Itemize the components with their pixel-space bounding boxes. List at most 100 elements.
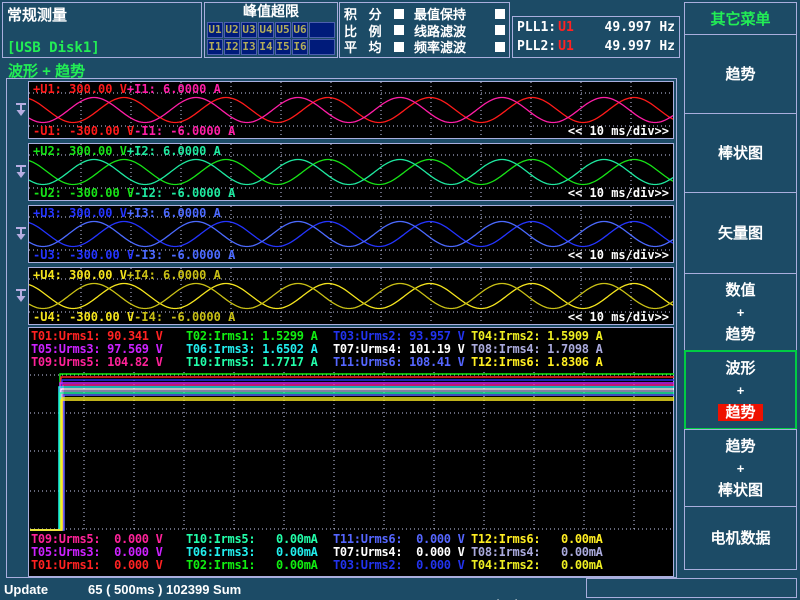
time-per-div-label: << 10 ms/div>> xyxy=(567,248,669,262)
plus-icon: + xyxy=(736,460,745,476)
toggle-average-checkbox[interactable] xyxy=(394,41,404,52)
waveform-grid xyxy=(29,82,673,138)
waveform-grid xyxy=(29,268,673,324)
toggle-ratio-label: 比 例 xyxy=(344,23,382,39)
peak-cell-u4[interactable]: U4 xyxy=(258,22,274,38)
pll2-source: U1 xyxy=(558,39,574,54)
toggle-average-label: 平 均 xyxy=(344,40,382,55)
peak-cell-u3[interactable]: U3 xyxy=(241,22,257,38)
time-text: 10:32:49 xyxy=(539,597,591,600)
voltage-scale-plus: +U4: 300.00 V xyxy=(33,268,127,282)
current-scale-plus: +I2: 6.0000 A xyxy=(126,144,221,158)
toggle-integration[interactable]: 积 分 xyxy=(344,6,404,22)
trend-value-start-t11: T11:Urms6: 0.000 V xyxy=(333,532,465,546)
toggle-average[interactable]: 平 均 xyxy=(344,39,404,55)
trend-value-start-t07: T07:Urms4: 0.000 V xyxy=(333,545,465,559)
mode-title: 常规测量 xyxy=(7,7,68,24)
sidebar-items: 趋势 棒状图 矢量图 数值 + 趋势 波形 + 趋势 趋势 + 棒状图 电机数据 xyxy=(684,34,797,570)
plus-icon: + xyxy=(736,304,745,320)
trend-start-values: T09:Urms5: 0.000 V T10:Irms5: 0.00mA T11:U… xyxy=(31,533,671,572)
pll1-source: U1 xyxy=(558,20,574,35)
peak-current-row: I1 I2 I3 I4 I5 I6 xyxy=(207,39,335,55)
current-scale-minus: -I1: -6.0000 A xyxy=(134,124,236,138)
toggle-integration-checkbox[interactable] xyxy=(394,8,404,19)
scale-label-bottom: -U1: -300.00 V-I1: -6.0000 A xyxy=(33,125,235,137)
trend-present-values: T01:Urms1: 90.341 V T02:Irms1: 1.5299 A T0… xyxy=(31,330,671,369)
peak-cell-i4[interactable]: I4 xyxy=(258,39,274,55)
voltage-scale-plus: +U2: 300.00 V xyxy=(33,144,127,158)
scale-label-bottom: -U4: -300.00 V-I4: -6.0000 A xyxy=(33,311,235,323)
peak-cell-u5[interactable]: U5 xyxy=(275,22,291,38)
current-scale-plus: +I1: 6.0000 A xyxy=(126,82,221,96)
sidebar-item-numeric-plus-trend[interactable]: 数值 + 趋势 xyxy=(684,273,797,351)
sidebar-item-label: 数值 xyxy=(725,281,756,299)
toggle-ratio-checkbox[interactable] xyxy=(394,25,404,35)
sidebar-item-wave-plus-trend[interactable]: 波形 + 趋势 xyxy=(684,350,797,430)
sidebar-item-label: 电机数据 xyxy=(710,529,771,547)
trend-value-now-t06: T06:Irms3: 1.6502 A xyxy=(186,342,318,356)
toggle-freq-filter-checkbox[interactable] xyxy=(495,41,505,52)
peak-cell-i6[interactable]: I6 xyxy=(292,39,308,55)
trend-value-start-t12: T12:Irms6: 0.00mA xyxy=(471,532,603,546)
toggle-integration-label: 积 分 xyxy=(344,7,382,22)
plus-icon: + xyxy=(736,382,745,398)
sidebar-item-trend-plus-bar[interactable]: 趋势 + 棒状图 xyxy=(684,429,797,507)
sidebar-item-trend[interactable]: 趋势 xyxy=(684,34,797,114)
sidebar-item-label: 趋势 xyxy=(725,65,756,83)
update-counter: 65 ( 500ms ) 102399 Sum xyxy=(88,582,242,597)
toggle-max-hold[interactable]: 最值保持 xyxy=(414,6,505,22)
trend-value-start-t09: T09:Urms5: 0.000 V xyxy=(31,532,163,546)
toggles-column-2: 最值保持 线路滤波 频率滤波 xyxy=(414,6,505,55)
toggle-line-filter-label: 线路滤波 xyxy=(414,23,467,39)
scale-label-top: +U1: 300.00 V+I1: 6.0000 A xyxy=(33,83,221,95)
waveform-panel-3: +U3: 300.00 V+I3: 6.0000 A -U3: -300.00 V… xyxy=(28,205,674,263)
zero-marker-arrow-icon xyxy=(16,289,26,302)
scale-label-top: +U2: 300.00 V+I2: 6.0000 A xyxy=(33,145,221,157)
trend-value-now-t04: T04:Irms2: 1.5909 A xyxy=(471,329,603,343)
usb-disk-label: [USB Disk1] xyxy=(7,40,100,56)
trend-chart xyxy=(30,372,674,532)
trend-value-start-t01: T01:Urms1: 0.000 V xyxy=(31,558,163,572)
trend-value-start-t04: T04:Irms2: 0.00mA xyxy=(471,558,603,572)
peak-cell-i1[interactable]: I1 xyxy=(207,39,223,55)
sidebar-item-label: 波形 xyxy=(725,359,756,377)
sidebar-item-label: 趋势 xyxy=(725,325,756,343)
current-scale-minus: -I4: -6.0000 A xyxy=(134,310,236,324)
toggle-max-hold-checkbox[interactable] xyxy=(495,8,505,19)
waveform-traces xyxy=(29,96,673,124)
peak-cell-u1[interactable]: U1 xyxy=(207,22,223,38)
toggle-line-filter-checkbox[interactable] xyxy=(495,25,505,35)
pll2-label: PLL2: xyxy=(517,39,557,54)
peak-cell-i3[interactable]: I3 xyxy=(241,39,257,55)
peak-cell-i2[interactable]: I2 xyxy=(224,39,240,55)
waveform-panel-4: +U4: 300.00 V+I4: 6.0000 A -U4: -300.00 V… xyxy=(28,267,674,325)
waveform-traces xyxy=(29,220,673,248)
peak-cell-i5[interactable]: I5 xyxy=(275,39,291,55)
peak-cell-u6[interactable]: U6 xyxy=(292,22,308,38)
sidebar-item-bar-chart[interactable]: 棒状图 xyxy=(684,113,797,193)
toggle-freq-filter[interactable]: 频率滤波 xyxy=(414,39,505,55)
trend-value-now-t02: T02:Irms1: 1.5299 A xyxy=(186,329,318,343)
sidebar-item-label: 趋势 xyxy=(725,437,756,455)
sidebar-item-label: 矢量图 xyxy=(717,224,763,242)
time-per-div-label: << 10 ms/div>> xyxy=(567,186,669,200)
waveform-traces xyxy=(29,158,673,186)
toggle-line-filter[interactable]: 线路滤波 xyxy=(414,23,505,39)
sidebar-item-label: 棒状图 xyxy=(717,144,763,162)
voltage-scale-minus: -U1: -300.00 V xyxy=(33,124,135,138)
pll1-frequency: 49.997 Hz xyxy=(604,20,675,35)
time-per-div-label: << 10 ms/div>> xyxy=(567,124,669,138)
sidebar-menu: 其它菜单 趋势 棒状图 矢量图 数值 + 趋势 波形 + 趋势 趋势 + 棒状图 电机数据 xyxy=(684,2,797,570)
peak-over-limit-title: 峰值超限 xyxy=(243,3,299,19)
toggle-ratio[interactable]: 比 例 xyxy=(344,23,404,39)
voltage-scale-minus: -U4: -300.00 V xyxy=(33,310,135,324)
scale-label-top: +U4: 300.00 V+I4: 6.0000 A xyxy=(33,269,221,281)
peak-cell-u2[interactable]: U2 xyxy=(224,22,240,38)
sidebar-item-vector-chart[interactable]: 矢量图 xyxy=(684,192,797,274)
sidebar-item-motor-data[interactable]: 电机数据 xyxy=(684,506,797,570)
scale-label-bottom: -U3: -300.00 V-I3: -6.0000 A xyxy=(33,249,235,261)
toggle-max-hold-label: 最值保持 xyxy=(414,7,467,22)
peak-over-limit-box: 峰值超限 U1 U2 U3 U4 U5 U6 I1 I2 I3 I4 I5 I6 xyxy=(204,2,338,58)
pll1-row: PLL1: U1 49.997 Hz xyxy=(517,20,675,35)
current-scale-plus: +I4: 6.0000 A xyxy=(126,268,221,282)
